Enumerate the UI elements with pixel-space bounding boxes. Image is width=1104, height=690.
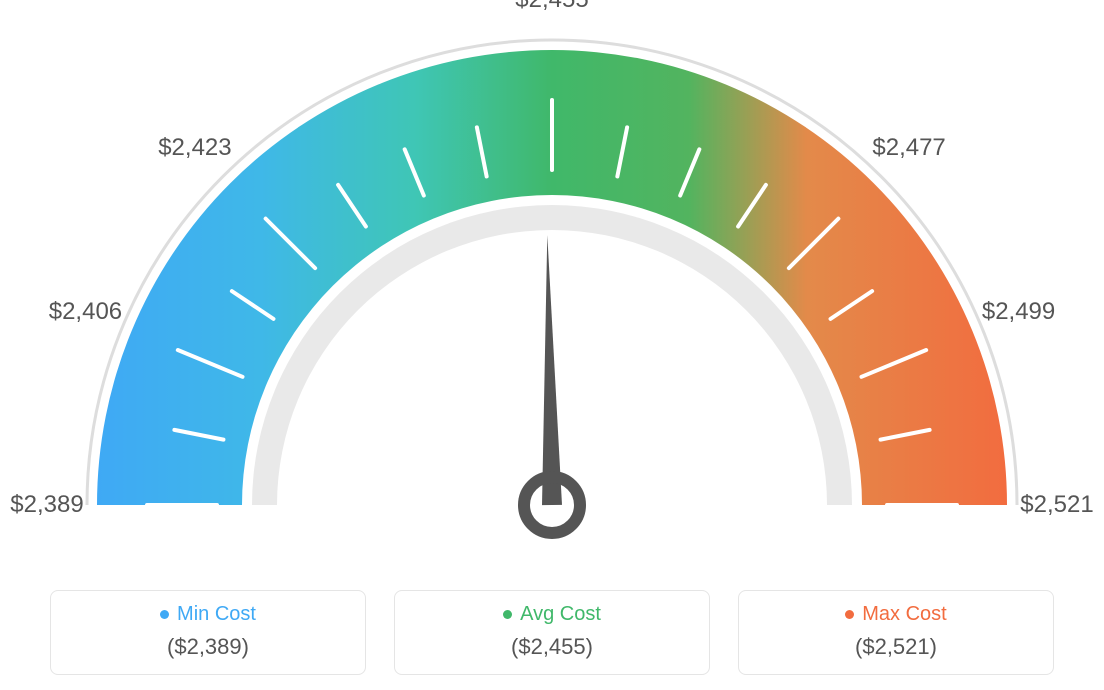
dot-icon <box>503 610 512 619</box>
gauge-area: $2,389 $2,406 $2,423 $2,455 $2,477 $2,499 $2,5… <box>0 0 1104 560</box>
legend-value-avg: ($2,455) <box>405 634 699 660</box>
legend-card-avg: Avg Cost ($2,455) <box>394 590 710 675</box>
gauge-tick-label: $2,455 <box>515 0 588 14</box>
gauge-tick-label: $2,406 <box>49 298 122 326</box>
gauge-tick-label: $2,389 <box>10 491 83 519</box>
gauge-tick-label: $2,423 <box>158 134 231 162</box>
legend-row: Min Cost ($2,389) Avg Cost ($2,455) Max … <box>50 590 1054 675</box>
gauge-svg <box>0 0 1104 560</box>
legend-title-text: Avg Cost <box>520 603 601 626</box>
gauge-tick-label: $2,499 <box>982 298 1055 326</box>
dot-icon <box>845 610 854 619</box>
legend-value-max: ($2,521) <box>749 634 1043 660</box>
legend-card-min: Min Cost ($2,389) <box>50 590 366 675</box>
gauge-tick-label: $2,477 <box>872 134 945 162</box>
legend-card-max: Max Cost ($2,521) <box>738 590 1054 675</box>
legend-value-min: ($2,389) <box>61 634 355 660</box>
legend-title-max: Max Cost <box>845 603 946 626</box>
legend-title-text: Min Cost <box>177 603 256 626</box>
dot-icon <box>160 610 169 619</box>
legend-title-avg: Avg Cost <box>503 603 601 626</box>
cost-gauge-chart: { "gauge": { "type": "gauge", "center_x"… <box>0 0 1104 690</box>
legend-title-min: Min Cost <box>160 603 256 626</box>
legend-title-text: Max Cost <box>862 603 946 626</box>
gauge-tick-label: $2,521 <box>1020 491 1093 519</box>
